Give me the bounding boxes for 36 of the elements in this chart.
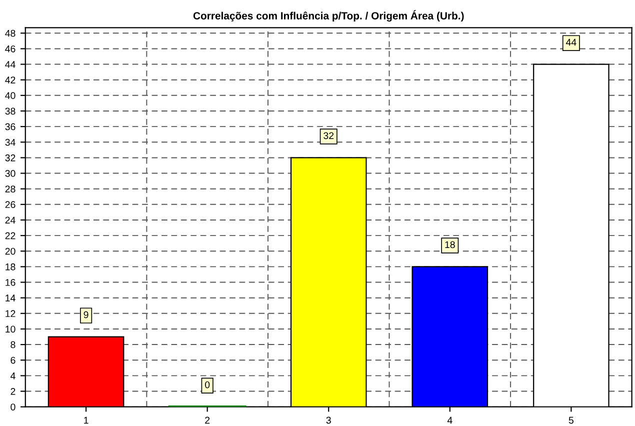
x-tick-label: 5: [568, 416, 574, 424]
y-tick-label: 18: [6, 263, 16, 270]
y-tick-label: 46: [5, 45, 16, 52]
x-tick-label: 2: [205, 416, 210, 424]
data-label: 32: [324, 132, 334, 140]
y-tick-label: 32: [5, 154, 16, 162]
y-tick-label: 14: [6, 294, 16, 302]
y-tick-label: 10: [6, 326, 16, 333]
y-tick-label: 20: [5, 248, 16, 255]
y-tick-label: 28: [5, 186, 16, 192]
y-tick-label: 12: [6, 310, 16, 317]
y-tick-label: 34: [5, 138, 16, 146]
y-tick-label: 24: [5, 216, 16, 224]
y-tick-label: 44: [5, 61, 16, 68]
y-tick-label: 42: [5, 76, 16, 84]
y-tick-label: 22: [5, 232, 16, 240]
data-label: 18: [445, 241, 455, 248]
y-tick-label: 4: [10, 372, 16, 380]
y-tick-label: 6: [10, 356, 16, 364]
y-tick-label: 38: [5, 108, 16, 115]
x-tick-label: 4: [447, 416, 452, 424]
chart-title: Correlações com Influência p/Top. / Origem Área (Urb.): [193, 10, 464, 22]
y-tick-label: 36: [5, 123, 16, 130]
y-tick-label: 8: [10, 341, 16, 348]
y-tick-label: 2: [10, 388, 16, 395]
y-tick-label: 48: [5, 30, 16, 37]
y-tick-label: 30: [5, 170, 16, 177]
data-label: 44: [566, 38, 576, 46]
y-tick-label: 0: [10, 404, 16, 410]
x-tick-label: 3: [326, 416, 331, 424]
y-tick-label: 40: [5, 92, 16, 100]
y-tick-label: 16: [6, 279, 16, 286]
x-tick-label: 1: [84, 416, 88, 424]
y-tick-label: 26: [5, 201, 16, 208]
data-label: 0: [205, 381, 210, 388]
data-label: 9: [84, 311, 88, 318]
